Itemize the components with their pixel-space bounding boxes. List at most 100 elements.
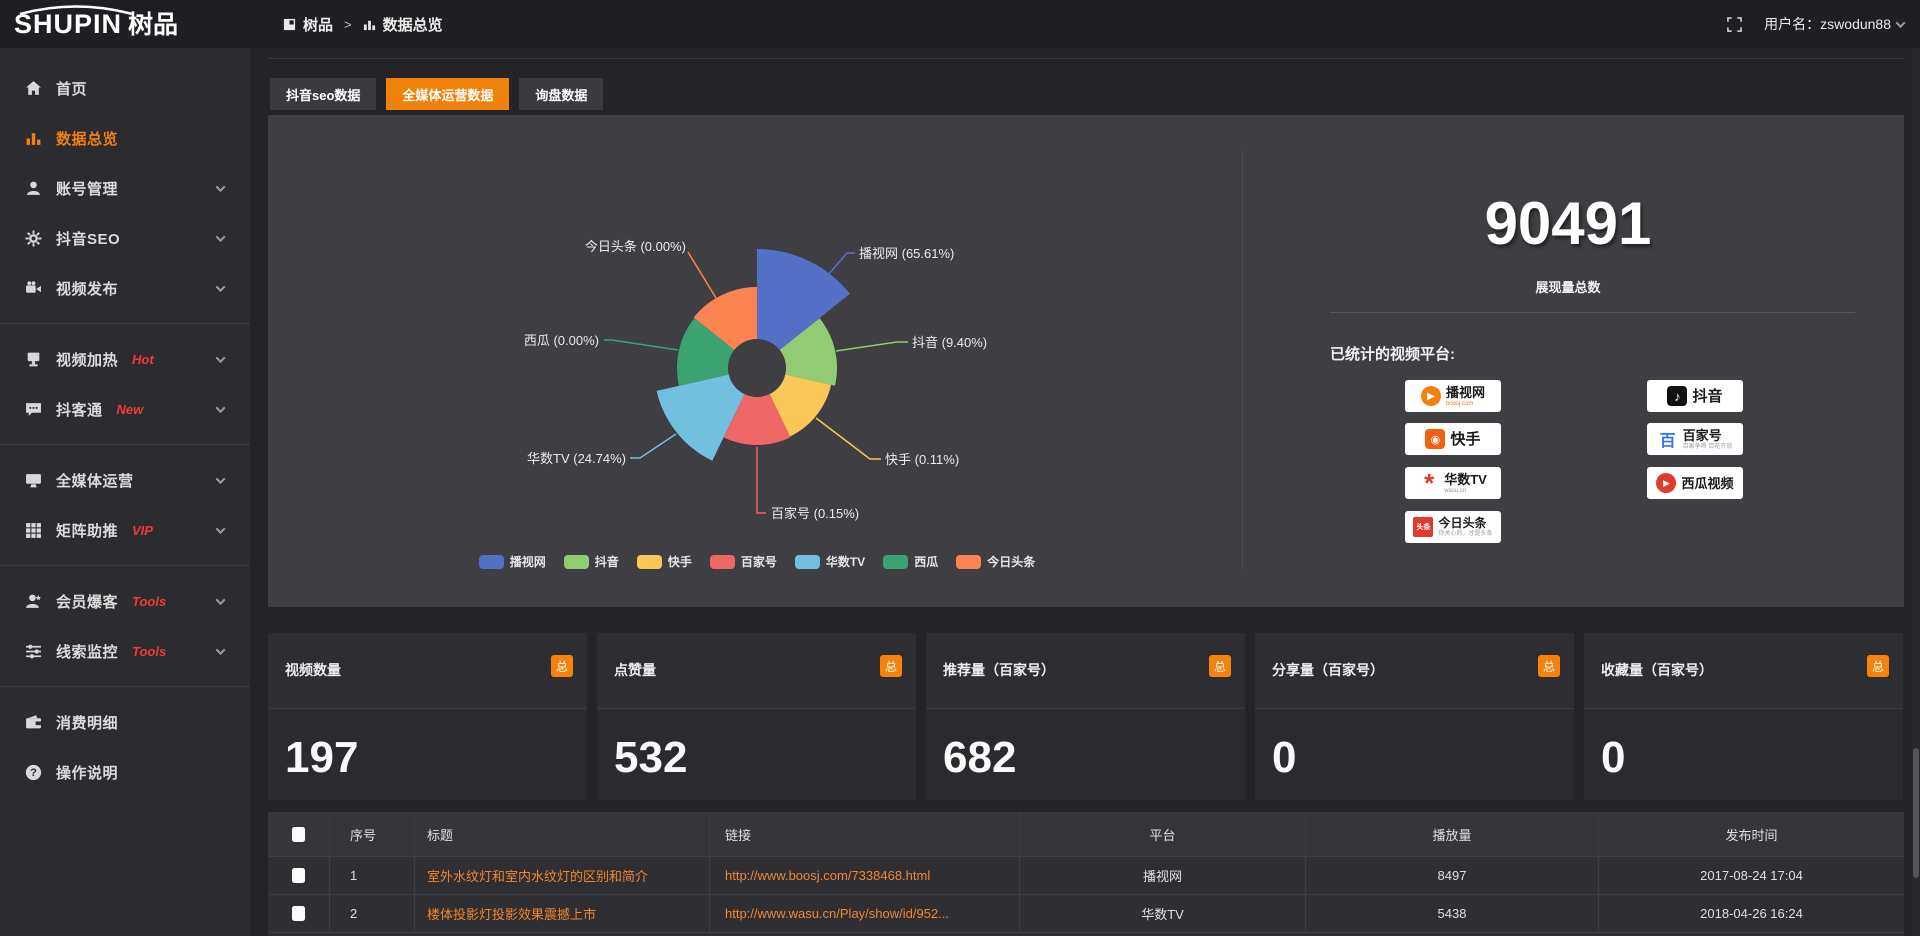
sidebar-item-lead-monitor[interactable]: 线索监控 Tools — [0, 626, 250, 676]
pie-label-toutiao: 今日头条 (0.00%) — [585, 239, 686, 254]
sidebar-item-home[interactable]: 首页 — [0, 63, 250, 113]
card-body — [1584, 709, 1903, 800]
scrollbar-thumb[interactable] — [1913, 748, 1919, 878]
sidebar-item-label: 矩阵助推 — [56, 522, 119, 540]
tab-media-operation[interactable]: 全媒体运营数据 — [386, 78, 510, 110]
pie-slice-toutiao[interactable] — [693, 287, 757, 350]
cell-title-link[interactable]: 楼体投影灯投影效果震撼上市 — [415, 895, 710, 932]
sidebar-item-doketong[interactable]: 抖客通 New — [0, 384, 250, 434]
platform-badge-boshiwang: ▶ 播视网 boosj.com — [1405, 380, 1501, 412]
sidebar: 首页 数据总览 账号管理 抖音SEO 视频发布 视频加热 Hot — [0, 48, 250, 936]
grid-icon — [26, 522, 41, 538]
sidebar-item-expense-detail[interactable]: 消费明细 — [0, 697, 250, 747]
legend-chip — [636, 554, 662, 569]
pie-slice-boshiwang[interactable] — [757, 249, 850, 350]
sidebar-item-account[interactable]: 账号管理 — [0, 163, 250, 213]
scrollbar[interactable] — [1912, 48, 1920, 936]
card-body — [1255, 709, 1574, 800]
breadcrumb-current: 数据总览 — [382, 16, 443, 34]
chevron-down-icon — [215, 595, 226, 606]
legend-item[interactable]: 抖音 — [563, 553, 619, 570]
stat-card-value: 532 — [614, 733, 688, 782]
platform-badge-kuaishou: ◉ 快手 — [1405, 423, 1501, 455]
legend-item[interactable]: 百家号 — [709, 553, 777, 570]
pie-slice-kuaishou[interactable] — [769, 374, 832, 437]
sidebar-item-member-burst[interactable]: 会员爆客 Tools — [0, 576, 250, 626]
impressions-total-label: 展现量总数 — [1535, 280, 1601, 295]
pie-slice-xigua[interactable] — [676, 318, 735, 386]
pie-slice-baijiahao[interactable] — [723, 394, 791, 446]
row-checkbox[interactable] — [292, 906, 305, 921]
sidebar-item-matrix-boost[interactable]: 矩阵助推 VIP — [0, 505, 250, 555]
data-tabs: 抖音seo数据 全媒体运营数据 询盘数据 — [270, 78, 604, 110]
cell-platform: 华数TV — [1020, 895, 1306, 932]
row-checkbox[interactable] — [292, 868, 305, 883]
sidebar-item-video-heat[interactable]: 视频加热 Hot — [0, 334, 250, 384]
stat-card-share: 分享量（百家号） 总 0 — [1255, 633, 1574, 800]
breadcrumb: 树品 > 数据总览 — [283, 0, 443, 48]
sidebar-item-label: 会员爆客 — [56, 593, 119, 611]
sidebar-item-label: 首页 — [56, 80, 88, 98]
xigua-logo-icon: ▶ — [1656, 473, 1677, 493]
legend-item[interactable]: 今日头条 — [956, 553, 1035, 570]
pie-slice-washu[interactable] — [656, 374, 745, 461]
chevron-down-icon — [215, 182, 226, 193]
header-divider — [268, 58, 1904, 59]
card-divider — [268, 708, 587, 709]
platform-name: 抖音 — [1692, 387, 1723, 405]
tab-inquiry[interactable]: 询盘数据 — [519, 78, 604, 110]
chevron-down-icon — [215, 232, 226, 243]
sidebar-item-douyin-seo[interactable]: 抖音SEO — [0, 213, 250, 263]
user-menu[interactable]: 用户名：zswodun88 — [1764, 14, 1906, 34]
sidebar-item-data-overview[interactable]: 数据总览 — [0, 113, 250, 163]
label-line-baijiahao — [756, 447, 766, 514]
table-row: 1 室外水纹灯和室内水纹灯的区别和简介 http://www.boosj.com… — [268, 856, 1904, 894]
cell-url-link[interactable]: http://www.boosj.com/7338468.html — [710, 857, 1020, 894]
breadcrumb-root[interactable]: 树品 — [303, 16, 334, 34]
legend-item[interactable]: 播视网 — [478, 553, 546, 570]
sidebar-item-video-publish[interactable]: 视频发布 — [0, 263, 250, 313]
douyin-logo-icon: ♪ — [1667, 386, 1688, 406]
sidebar-item-media-operation[interactable]: 全媒体运营 — [0, 455, 250, 505]
stat-card-value: 197 — [285, 733, 359, 782]
platform-badge-baijiahao: 百 百家号 百家争鸣 百花齐放 — [1647, 423, 1743, 455]
cell-title-link[interactable]: 室外水纹灯和室内水纹灯的区别和简介 — [415, 857, 710, 894]
legend-label: 华数TV — [825, 555, 866, 569]
stat-card-likes: 点赞量 总 532 — [597, 633, 916, 800]
legend-item[interactable]: 快手 — [636, 553, 692, 570]
legend-chip — [956, 554, 982, 569]
topbar: SHUPIN 树品 树品 > 数据总览 用户名：zswodun88 — [0, 0, 1920, 48]
stat-card-title: 推荐量（百家号） — [943, 662, 1055, 678]
cell-url-link[interactable]: http://www.wasu.cn/Play/show/id/952... — [710, 895, 1020, 932]
breadcrumb-chart-icon — [363, 20, 375, 30]
select-all-checkbox[interactable] — [292, 826, 305, 842]
stat-card-title: 点赞量 — [614, 662, 656, 678]
chart-legend: 播视网 抖音 快手 百家号 华数TV 西瓜 今日头条 — [457, 553, 1057, 570]
sidebar-divider — [0, 323, 250, 324]
video-table: 序号 标题 链接 平台 播放量 发布时间 1 室外水纹灯和室内水纹灯的区别和简介… — [268, 812, 1904, 936]
legend-item[interactable]: 华数TV — [794, 553, 866, 570]
logo-arc — [19, 5, 133, 15]
fullscreen-icon[interactable] — [1727, 16, 1742, 32]
platform-name: 今日头条 — [1438, 516, 1487, 530]
pie-slice-douyin[interactable] — [779, 318, 838, 386]
platform-sub: boosj.com — [1445, 400, 1474, 407]
cell-views: 8497 — [1306, 857, 1599, 894]
platform-sub: 你关心的，才是头条 — [1438, 531, 1493, 537]
cell-no: 2 — [330, 895, 415, 932]
sidebar-item-help[interactable]: ? 操作说明 — [0, 747, 250, 797]
legend-item[interactable]: 西瓜 — [883, 553, 938, 570]
new-badge: New — [116, 401, 144, 417]
label-line-washu — [630, 433, 677, 459]
comment-icon — [26, 402, 41, 416]
legend-label: 快手 — [667, 555, 692, 569]
stat-card-recommend: 推荐量（百家号） 总 682 — [926, 633, 1245, 800]
sidebar-item-label: 视频加热 — [56, 351, 119, 369]
platform-badge-xigua: ▶ 西瓜视频 — [1647, 467, 1743, 499]
label-line-xigua — [604, 339, 679, 351]
tab-douyin-seo[interactable]: 抖音seo数据 — [270, 78, 377, 110]
total-badge: 总 — [880, 655, 902, 677]
panel-divider — [1242, 150, 1243, 570]
platform-name: 播视网 — [1445, 384, 1485, 400]
